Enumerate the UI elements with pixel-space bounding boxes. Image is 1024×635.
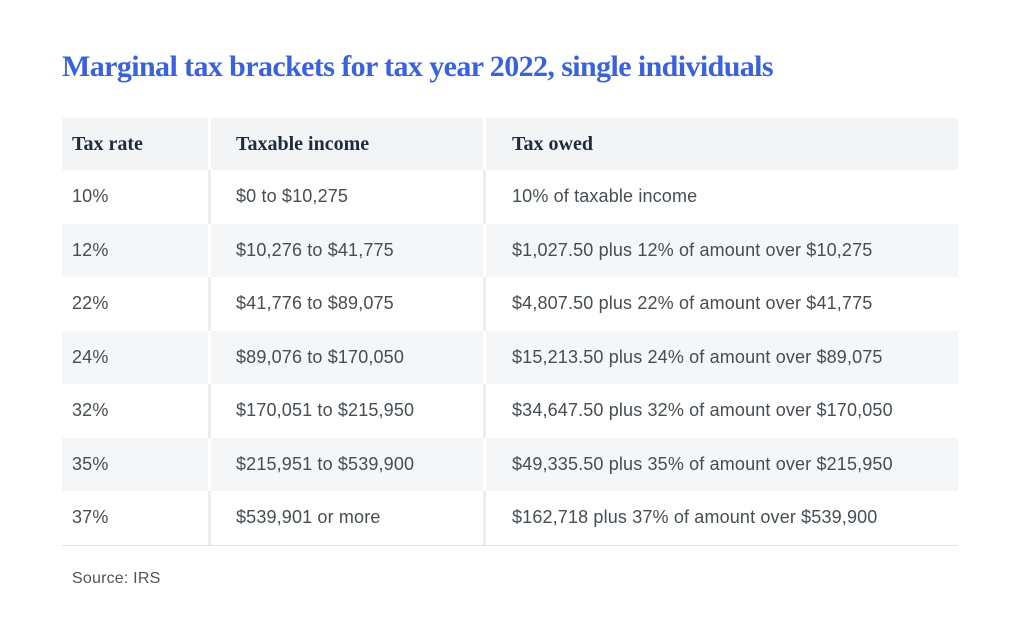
table-row: 35% $215,951 to $539,900 $49,335.50 plus 3… [62, 437, 958, 491]
cell-tax-owed: $4,807.50 plus 22% of amount over $41,77… [483, 277, 958, 331]
cell-tax-owed: $15,213.50 plus 24% of amount over $89,0… [483, 330, 958, 384]
cell-tax-rate: 10% [72, 186, 109, 207]
cell-tax-owed: $49,335.50 plus 35% of amount over $215,… [483, 437, 958, 491]
cell-tax-rate: 22% [72, 293, 109, 314]
cell-tax-owed: $34,647.50 plus 32% of amount over $170,… [483, 384, 958, 438]
cell-taxable-income: $215,951 to $539,900 [208, 437, 483, 491]
table-header-row: Tax rate Taxable income Tax owed [62, 118, 958, 170]
column-header-tax-rate: Tax rate [72, 132, 143, 155]
table-row: 10% $0 to $10,275 10% of taxable income [62, 170, 958, 224]
table-row: 22% $41,776 to $89,075 $4,807.50 plus 22% … [62, 277, 958, 331]
cell-taxable-income: $539,901 or more [208, 491, 483, 545]
cell-tax-owed: $162,718 plus 37% of amount over $539,90… [483, 491, 958, 545]
cell-taxable-income: $0 to $10,275 [208, 170, 483, 224]
cell-taxable-income: $170,051 to $215,950 [208, 384, 483, 438]
page-title: Marginal tax brackets for tax year 2022,… [62, 50, 774, 83]
cell-taxable-income: $41,776 to $89,075 [208, 277, 483, 331]
cell-taxable-income: $89,076 to $170,050 [208, 330, 483, 384]
cell-tax-rate: 32% [72, 400, 109, 421]
table-row: 37% $539,901 or more $162,718 plus 37% of … [62, 491, 958, 545]
cell-tax-owed: 10% of taxable income [483, 170, 958, 224]
cell-tax-owed: $1,027.50 plus 12% of amount over $10,27… [483, 223, 958, 277]
cell-tax-rate: 24% [72, 346, 109, 367]
source-note: Source: IRS [72, 570, 161, 587]
table-row: 32% $170,051 to $215,950 $34,647.50 plus 3… [62, 384, 958, 438]
cell-tax-rate: 12% [72, 239, 109, 260]
cell-tax-rate: 35% [72, 453, 109, 474]
column-header-tax-owed: Tax owed [483, 118, 958, 170]
table-body: 10% $0 to $10,275 10% of taxable income 12%… [62, 170, 958, 545]
tax-brackets-table: Tax rate Taxable income Tax owed 10% $0 t… [62, 118, 958, 546]
column-header-taxable-income: Taxable income [208, 118, 483, 170]
table-row: 24% $89,076 to $170,050 $15,213.50 plus 24… [62, 330, 958, 384]
cell-taxable-income: $10,276 to $41,775 [208, 223, 483, 277]
cell-tax-rate: 37% [72, 507, 109, 528]
table-row: 12% $10,276 to $41,775 $1,027.50 plus 12% … [62, 223, 958, 277]
